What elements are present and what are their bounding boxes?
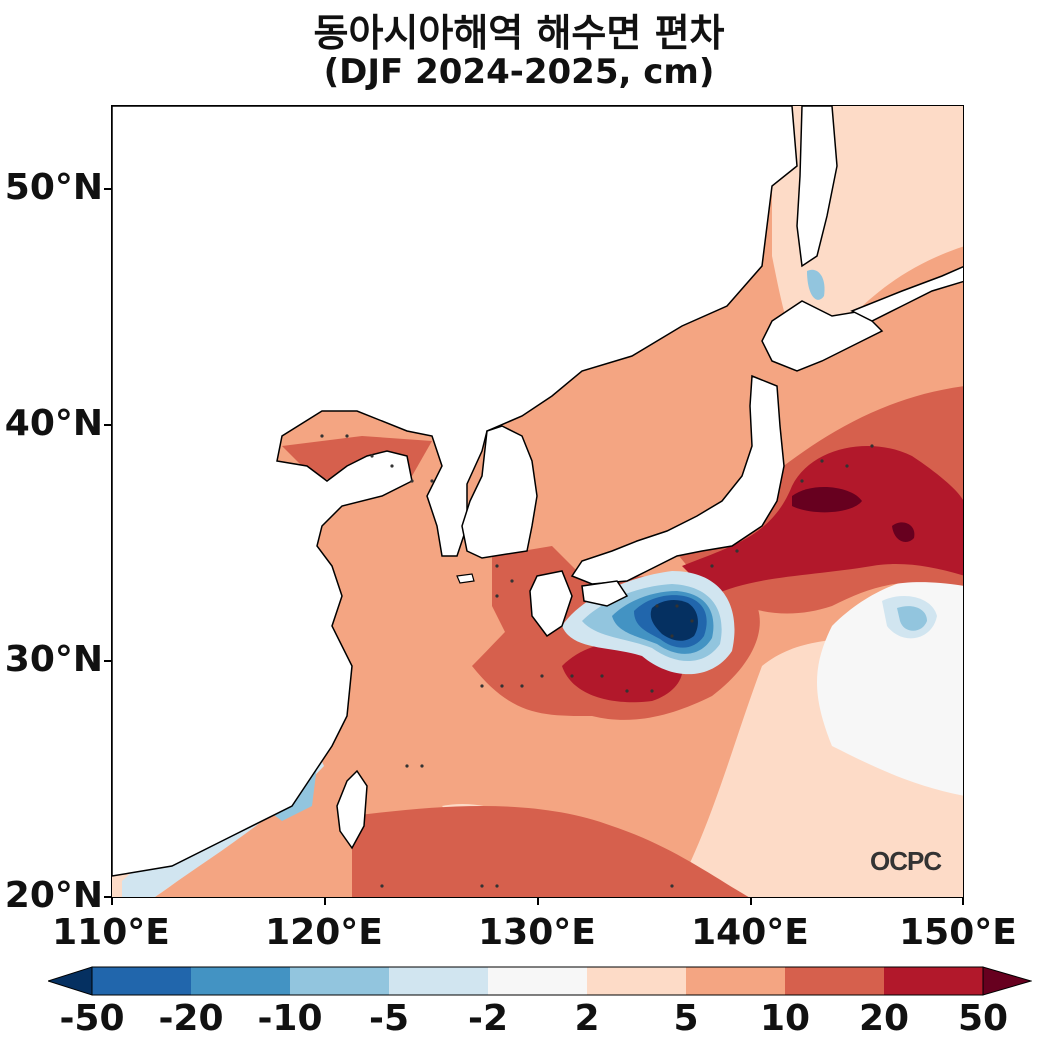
anomaly-mid-negative-east: [897, 606, 927, 631]
colorbar-tick-label: -50: [59, 998, 125, 1039]
land-sakhalin: [796, 106, 838, 268]
colorbar-tick-label: 50: [957, 998, 1009, 1039]
lon-tick-150e: [962, 898, 964, 905]
colorbar-tick-label: 2: [574, 998, 600, 1039]
map-canvas: [112, 106, 963, 897]
colorbar-segment: [587, 967, 686, 995]
anomaly-extreme-positive-core: [792, 486, 862, 513]
ocpc-logo: OCPC: [870, 846, 942, 876]
lon-tick-130e: [537, 898, 539, 905]
land-taiwan: [336, 769, 368, 850]
lat-label-40n: 40°N: [4, 403, 103, 444]
lon-tick-120e: [324, 898, 326, 905]
colorbar-tick-label: -5: [369, 998, 409, 1039]
anomaly-extreme-positive-east: [892, 522, 915, 542]
colorbar-segment: [191, 967, 290, 995]
lat-tick-20n: [104, 896, 111, 898]
land-japan-kyushu: [529, 570, 573, 638]
anomaly-mid-positive-south: [352, 806, 749, 897]
colorbar-tick-label: 20: [858, 998, 910, 1039]
colorbar-under-arrow: [48, 966, 93, 996]
colorbar: [48, 966, 1032, 996]
lon-tick-140e: [750, 898, 752, 905]
lon-label-120e: 120°E: [265, 912, 383, 953]
land-asia-continent: [112, 106, 798, 877]
map-subtitle: (DJF 2024-2025, cm): [323, 52, 715, 92]
colorbar-tick-label: 5: [673, 998, 699, 1039]
colorbar-tick-label: -2: [468, 998, 508, 1039]
colorbar-tick-label: -10: [257, 998, 323, 1039]
land-japan-shikoku: [581, 580, 629, 607]
colorbar-segment: [290, 967, 389, 995]
lat-label-30n: 30°N: [4, 639, 103, 680]
lon-tick-110e: [111, 898, 113, 905]
land-jeju: [456, 573, 475, 584]
land-korean-peninsula: [461, 425, 538, 559]
lon-label-110e: 110°E: [52, 912, 170, 953]
anomaly-strong-positive-kuroshio-ext: [682, 446, 963, 596]
anomaly-mid-negative-sakhalin: [807, 269, 825, 300]
lon-label-130e: 130°E: [478, 912, 596, 953]
lon-label-150e: 150°E: [899, 912, 1017, 953]
colorbar-segment: [488, 967, 587, 995]
colorbar-tick-label: -20: [158, 998, 224, 1039]
sea-level-anomaly-map: [111, 105, 964, 898]
lat-tick-40n: [104, 424, 111, 426]
colorbar-segment: [884, 967, 983, 995]
colorbar-tick-label: 10: [759, 998, 811, 1039]
lat-label-50n: 50°N: [4, 167, 103, 208]
colorbar-over-arrow: [982, 966, 1032, 996]
colorbar-segment: [92, 967, 191, 995]
lat-label-20n: 20°N: [4, 875, 103, 916]
anomaly-extreme-negative-eddy: [650, 600, 698, 641]
lat-tick-30n: [104, 660, 111, 662]
lat-tick-50n: [104, 188, 111, 190]
colorbar-segment: [389, 967, 488, 995]
colorbar-segment: [785, 967, 884, 995]
map-title: 동아시아해역 해수면 편차: [313, 11, 725, 55]
land-japan-hokkaido: [761, 300, 884, 372]
lon-label-140e: 140°E: [691, 912, 809, 953]
colorbar-segment: [686, 967, 785, 995]
significance-stipple: [320, 434, 874, 888]
land-kuril-coast: [850, 266, 963, 322]
